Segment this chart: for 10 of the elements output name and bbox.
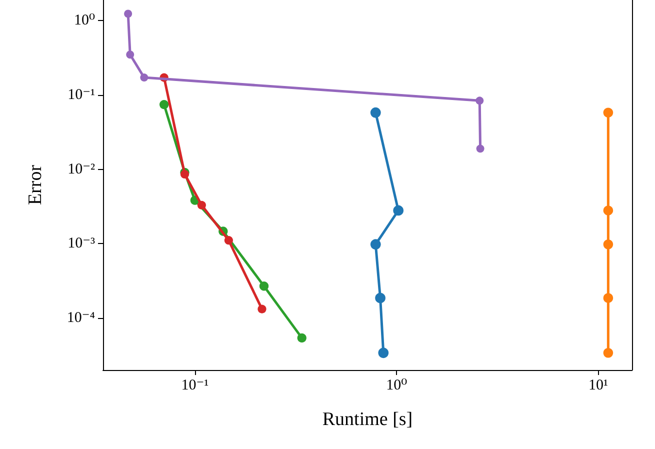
- y-tick-label: 10⁰: [74, 12, 95, 29]
- x-axis-title: Runtime [s]: [322, 409, 413, 430]
- y-tick-label: 10⁻³: [68, 236, 96, 252]
- x-tick-label: 10¹: [588, 378, 608, 394]
- y-tick-label: 10⁻¹: [68, 87, 95, 104]
- y-axis-title: Error: [25, 164, 46, 206]
- x-tick-label: 10⁻¹: [181, 378, 209, 394]
- y-tick-label: 10⁻²: [68, 161, 96, 178]
- y-tick-label: 10⁻⁴: [66, 310, 95, 326]
- x-tick-label: 10⁰: [386, 378, 408, 394]
